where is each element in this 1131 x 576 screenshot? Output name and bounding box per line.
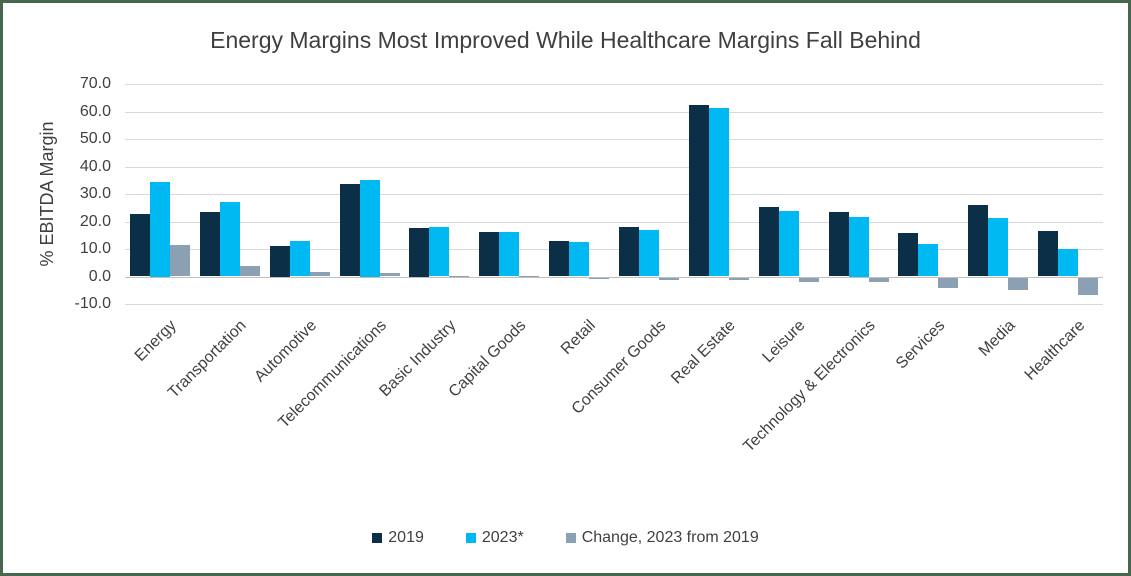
- bar-2019-basic-industry: [409, 228, 430, 277]
- bar-2023-transportation: [219, 201, 240, 277]
- bar-change-2023-from-2019-retail: [589, 277, 610, 279]
- bar-2023-healthcare: [1058, 248, 1079, 277]
- gridline: [125, 84, 1103, 85]
- gridline: [125, 111, 1103, 113]
- legend-swatch-icon: [465, 533, 476, 543]
- plot-area: [125, 84, 1103, 305]
- bar-2019-real-estate: [688, 105, 709, 277]
- legend-item: 2019: [372, 529, 424, 547]
- bar-2019-consumer-goods: [618, 227, 639, 277]
- y-tick-label: 50.0: [79, 130, 111, 147]
- legend-label: 2023*: [481, 529, 524, 546]
- legend-label: 2019: [388, 529, 424, 546]
- bar-change-2023-from-2019-media: [1008, 277, 1029, 291]
- bar-2019-energy: [129, 213, 150, 277]
- bar-change-2023-from-2019-capital-goods: [519, 276, 540, 277]
- bar-change-2023-from-2019-energy: [169, 244, 190, 277]
- y-tick-label: 20.0: [79, 212, 111, 230]
- bar-change-2023-from-2019-transportation: [239, 265, 260, 277]
- legend-swatch-icon: [372, 533, 383, 543]
- bar-2019-leisure: [758, 206, 779, 277]
- x-category-label: Retail: [558, 317, 600, 358]
- bar-2023-automotive: [289, 241, 310, 277]
- bar-2019-media: [968, 205, 989, 277]
- bar-2023-consumer-goods: [638, 230, 659, 277]
- bar-2019-capital-goods: [479, 231, 500, 277]
- gridline: [125, 166, 1103, 168]
- bar-change-2023-from-2019-basic-industry: [449, 275, 470, 277]
- x-category-label: Automotive: [251, 317, 320, 386]
- legend-item: 2023*: [465, 529, 524, 547]
- bar-change-2023-from-2019-consumer-goods: [658, 277, 679, 280]
- gridline: [125, 221, 1103, 223]
- bar-2023-capital-goods: [499, 231, 520, 277]
- bar-2023-telecommunications: [359, 180, 380, 277]
- y-tick-label: 30.0: [79, 185, 111, 202]
- bar-change-2023-from-2019-telecommunications: [379, 273, 400, 277]
- x-category-label: Media: [975, 317, 1019, 360]
- bar-2019-retail: [549, 241, 570, 277]
- y-tick-label: -10.0: [74, 295, 111, 312]
- y-tick-label: 0.0: [88, 267, 111, 285]
- gridline: [125, 304, 1103, 305]
- bar-change-2023-from-2019-real-estate: [728, 277, 749, 280]
- gridline: [125, 249, 1103, 250]
- bar-change-2023-from-2019-services: [938, 277, 959, 289]
- legend: 2019 2023* Change, 2023 from 2019: [3, 529, 1128, 547]
- bar-2023-services: [918, 244, 939, 277]
- bar-2019-telecommunications: [339, 183, 360, 277]
- x-category-label: Technology & Electronics: [740, 317, 879, 456]
- bar-2023-basic-industry: [429, 227, 450, 277]
- gridline: [125, 194, 1103, 195]
- x-category-label: Services: [892, 317, 949, 373]
- bar-2019-automotive: [269, 246, 290, 277]
- x-category-label: Real Estate: [668, 317, 739, 388]
- gridline: [125, 139, 1103, 140]
- bar-2019-services: [898, 233, 919, 277]
- legend-label: Change, 2023 from 2019: [581, 529, 759, 546]
- bar-2023-leisure: [778, 211, 799, 277]
- legend-item: Change, 2023 from 2019: [565, 529, 759, 547]
- chart-title: Energy Margins Most Improved While Healt…: [210, 27, 921, 53]
- bar-change-2023-from-2019-leisure: [798, 277, 819, 282]
- bar-2023-media: [988, 218, 1009, 277]
- bar-change-2023-from-2019-healthcare: [1078, 277, 1099, 295]
- x-axis-line: [125, 276, 1103, 278]
- y-tick-label: 40.0: [79, 157, 111, 175]
- y-tick-label: 70.0: [79, 75, 111, 92]
- bar-2019-transportation: [199, 212, 220, 277]
- bar-change-2023-from-2019-technology-electronics: [868, 277, 889, 283]
- bar-change-2023-from-2019-automotive: [309, 271, 330, 277]
- x-category-label: Healthcare: [1021, 317, 1089, 384]
- y-tick-label: 10.0: [79, 240, 111, 257]
- bar-2023-real-estate: [708, 107, 729, 277]
- bar-2019-healthcare: [1038, 231, 1059, 277]
- legend-swatch-icon: [565, 533, 576, 543]
- bar-2023-technology-electronics: [848, 217, 869, 277]
- y-tick-label: 60.0: [79, 102, 111, 120]
- bar-2023-energy: [149, 181, 170, 277]
- bar-2023-retail: [569, 241, 590, 277]
- x-category-label: Leisure: [759, 317, 809, 367]
- x-category-label: Energy: [132, 317, 180, 365]
- bar-2019-technology-electronics: [828, 212, 849, 277]
